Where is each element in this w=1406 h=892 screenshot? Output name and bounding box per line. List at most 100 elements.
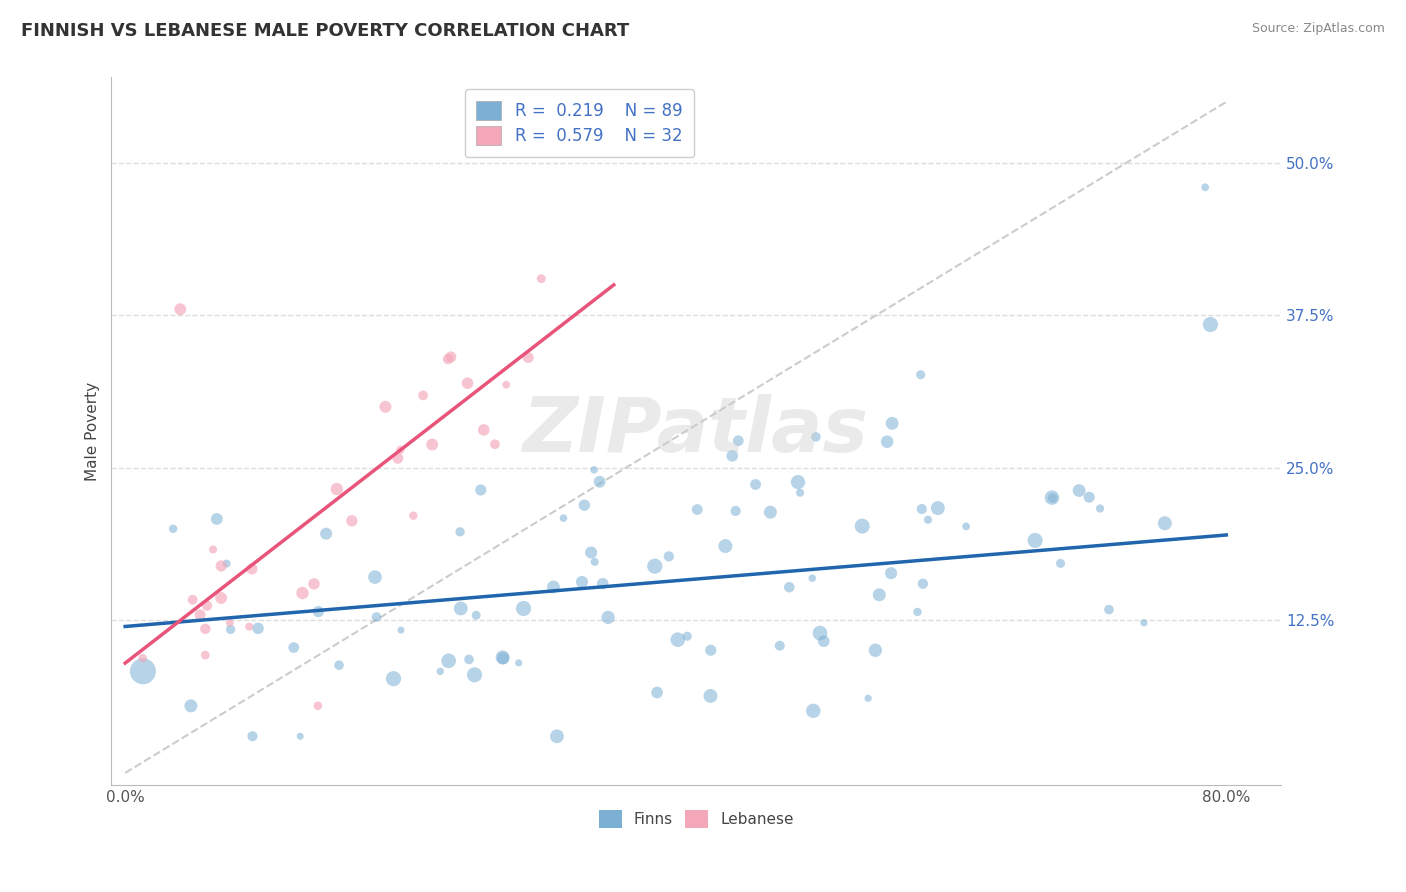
Point: [658, 549, 681, 564]
Point: [402, 508, 425, 523]
Point: [364, 570, 387, 584]
Point: [429, 665, 451, 679]
Point: [851, 519, 873, 533]
Point: [583, 555, 606, 569]
Point: [910, 368, 932, 382]
Point: [209, 591, 232, 605]
Point: [240, 562, 263, 576]
Point: [283, 640, 305, 655]
Point: [1040, 491, 1063, 505]
Point: [457, 376, 479, 391]
Point: [917, 513, 939, 527]
Point: [955, 519, 977, 533]
Point: [472, 423, 495, 437]
Text: FINNISH VS LEBANESE MALE POVERTY CORRELATION CHART: FINNISH VS LEBANESE MALE POVERTY CORRELA…: [21, 22, 630, 40]
Point: [583, 463, 606, 477]
Point: [911, 576, 934, 591]
Point: [389, 442, 412, 457]
Point: [880, 417, 903, 431]
Point: [1069, 483, 1091, 498]
Point: [169, 302, 191, 317]
Point: [219, 623, 242, 637]
Point: [699, 689, 721, 703]
Point: [1024, 533, 1046, 548]
Point: [543, 580, 565, 594]
Point: [927, 501, 949, 516]
Point: [374, 400, 396, 414]
Point: [458, 652, 481, 666]
Point: [464, 668, 486, 682]
Point: [242, 729, 264, 743]
Point: [491, 650, 513, 665]
Point: [437, 654, 460, 668]
Point: [808, 626, 831, 640]
Point: [789, 485, 811, 500]
Point: [180, 698, 202, 713]
Point: [644, 559, 666, 574]
Point: [440, 350, 463, 364]
Point: [495, 377, 517, 392]
Point: [727, 434, 749, 448]
Point: [907, 605, 929, 619]
Point: [202, 542, 225, 557]
Point: [508, 656, 530, 670]
Point: [307, 605, 329, 619]
Point: [1153, 516, 1175, 531]
Point: [787, 475, 810, 489]
Point: [512, 601, 534, 615]
Point: [714, 539, 737, 553]
Point: [315, 526, 337, 541]
Point: [291, 586, 314, 600]
Legend: Finns, Lebanese: Finns, Lebanese: [593, 805, 800, 834]
Point: [1199, 318, 1222, 332]
Point: [530, 271, 553, 285]
Point: [813, 634, 835, 648]
Point: [420, 437, 443, 451]
Point: [194, 648, 217, 662]
Point: [290, 729, 312, 743]
Point: [470, 483, 492, 497]
Y-axis label: Male Poverty: Male Poverty: [86, 382, 100, 481]
Point: [856, 691, 879, 706]
Point: [801, 704, 824, 718]
Point: [326, 482, 349, 496]
Point: [686, 502, 709, 516]
Point: [801, 571, 824, 585]
Point: [205, 512, 228, 526]
Point: [676, 629, 699, 643]
Point: [724, 504, 747, 518]
Point: [449, 524, 471, 539]
Point: [389, 623, 412, 637]
Point: [209, 558, 232, 573]
Point: [553, 511, 575, 525]
Point: [769, 639, 792, 653]
Point: [194, 622, 217, 636]
Point: [181, 592, 204, 607]
Point: [132, 665, 155, 679]
Point: [1088, 501, 1111, 516]
Point: [645, 685, 668, 699]
Point: [876, 434, 898, 449]
Point: [579, 545, 602, 559]
Point: [450, 601, 472, 615]
Point: [721, 449, 744, 463]
Point: [1078, 490, 1101, 504]
Point: [880, 566, 903, 581]
Point: [666, 632, 689, 647]
Point: [571, 574, 593, 589]
Point: [1133, 615, 1156, 630]
Text: Source: ZipAtlas.com: Source: ZipAtlas.com: [1251, 22, 1385, 36]
Point: [387, 451, 409, 466]
Point: [340, 514, 363, 528]
Point: [382, 672, 405, 686]
Point: [1194, 180, 1216, 194]
Point: [592, 576, 614, 591]
Point: [437, 351, 460, 366]
Point: [484, 437, 506, 451]
Point: [1042, 491, 1064, 505]
Point: [868, 588, 890, 602]
Point: [195, 599, 218, 613]
Point: [328, 658, 350, 673]
Point: [759, 505, 782, 519]
Point: [215, 557, 238, 571]
